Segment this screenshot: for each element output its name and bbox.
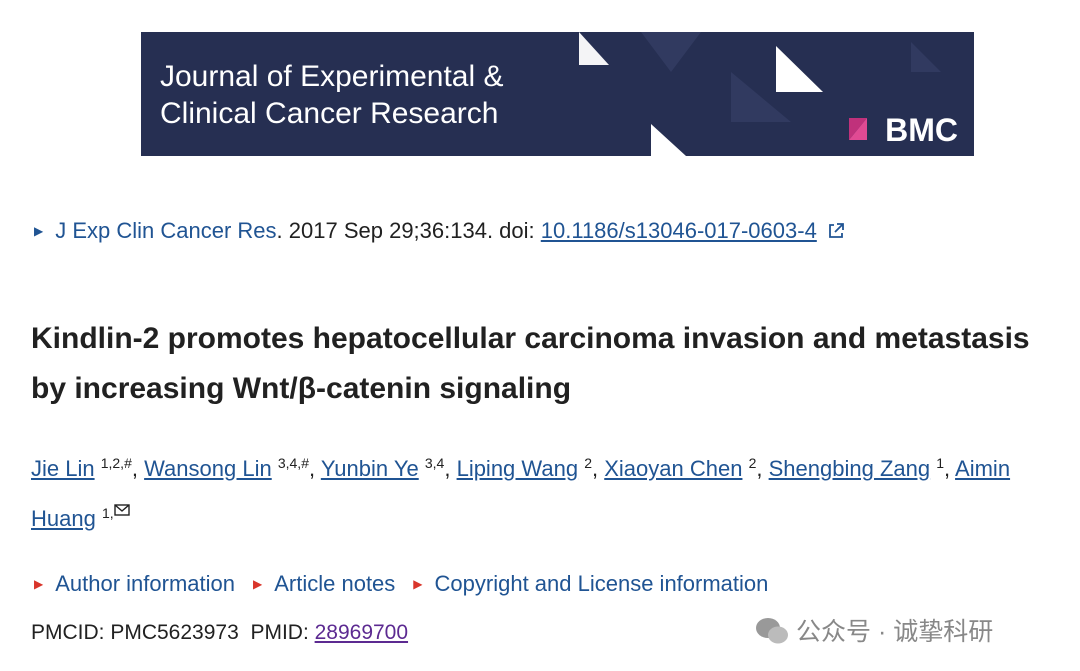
separator: , — [131, 456, 138, 481]
expand-arrow: ▶ — [413, 577, 423, 591]
author-name[interactable]: Aimin Huang — [31, 456, 1011, 531]
section-item[interactable]: ▶ Author information — [34, 571, 235, 596]
citation: ▶ J Exp Clin Cancer Res. 2017 Sep 29;36:1… — [34, 218, 845, 244]
journal-banner: Journal of Experimental & Clinical Cance… — [141, 32, 974, 156]
separator: , — [591, 456, 599, 481]
affiliation: 2 — [748, 455, 757, 471]
section-item[interactable]: ▶ Article notes — [253, 571, 395, 596]
email-icon[interactable] — [113, 504, 130, 516]
separator: , — [444, 456, 451, 481]
external-link-icon — [829, 223, 844, 238]
expand-arrow: ▶ — [34, 577, 44, 591]
pmid-link[interactable]: 28969700 — [314, 621, 409, 644]
section-link[interactable]: Article notes — [274, 571, 396, 596]
doi-link[interactable]: 10.1186/s13046-017-0603-4 — [540, 218, 817, 243]
section-links: ▶ Author information ▶ Article notes ▶ Copyri… — [34, 571, 786, 597]
banner-graphics — [579, 32, 941, 156]
wechat-icon — [756, 618, 788, 644]
watermark-text: 公众号 · 诚挚科研 — [796, 618, 994, 646]
section-link[interactable]: Author information — [55, 571, 235, 596]
author-list: Jie Lin 1,2,#, Wansong Lin 3,4,#, Yunbin… — [31, 444, 1071, 544]
affiliation: 1, — [101, 505, 114, 521]
pmid-label: PMID: — [250, 621, 315, 644]
author-name[interactable]: Liping Wang — [456, 456, 579, 481]
author-name[interactable]: Wansong Lin — [144, 456, 272, 481]
affiliation: 3,4 — [424, 455, 445, 471]
author-name[interactable]: Yunbin Ye — [320, 456, 419, 481]
expand-arrow: ▶ — [253, 577, 263, 591]
author-name[interactable]: Shengbing Zang — [768, 456, 931, 481]
author-name[interactable]: Xiaoyan Chen — [604, 456, 743, 481]
expand-arrow: ▶ — [34, 224, 44, 238]
identifiers: PMCID: PMC5623973 PMID: 28969700 — [31, 621, 408, 645]
journal-link[interactable]: J Exp Clin Cancer Res — [55, 218, 277, 243]
pmcid: PMCID: PMC5623973 — [31, 621, 239, 644]
author-name[interactable]: Jie Lin — [31, 456, 95, 481]
watermark: 公众号 · 诚挚科研 — [754, 612, 993, 648]
journal-name-line: Journal of Experimental & — [160, 60, 504, 93]
journal-name-line: Clinical Cancer Research — [160, 97, 499, 130]
section-link[interactable]: Copyright and License information — [434, 571, 769, 596]
journal-name: Journal of Experimental & Clinical Cance… — [160, 58, 504, 132]
separator: , — [944, 456, 951, 481]
separator: , — [308, 456, 316, 481]
publisher-logo: BMC — [885, 112, 958, 148]
section-item[interactable]: ▶ Copyright and License information — [413, 571, 768, 596]
affiliation: 3,4,# — [277, 455, 309, 471]
affiliation: 1 — [936, 455, 945, 471]
affiliation: 1,2,# — [100, 455, 132, 471]
affiliation: 2 — [584, 455, 592, 471]
citation-details: . 2017 Sep 29;36:134. doi: — [276, 218, 541, 243]
article-title: Kindlin-2 promotes hepatocellular carcin… — [31, 322, 1030, 405]
separator: , — [756, 456, 763, 481]
